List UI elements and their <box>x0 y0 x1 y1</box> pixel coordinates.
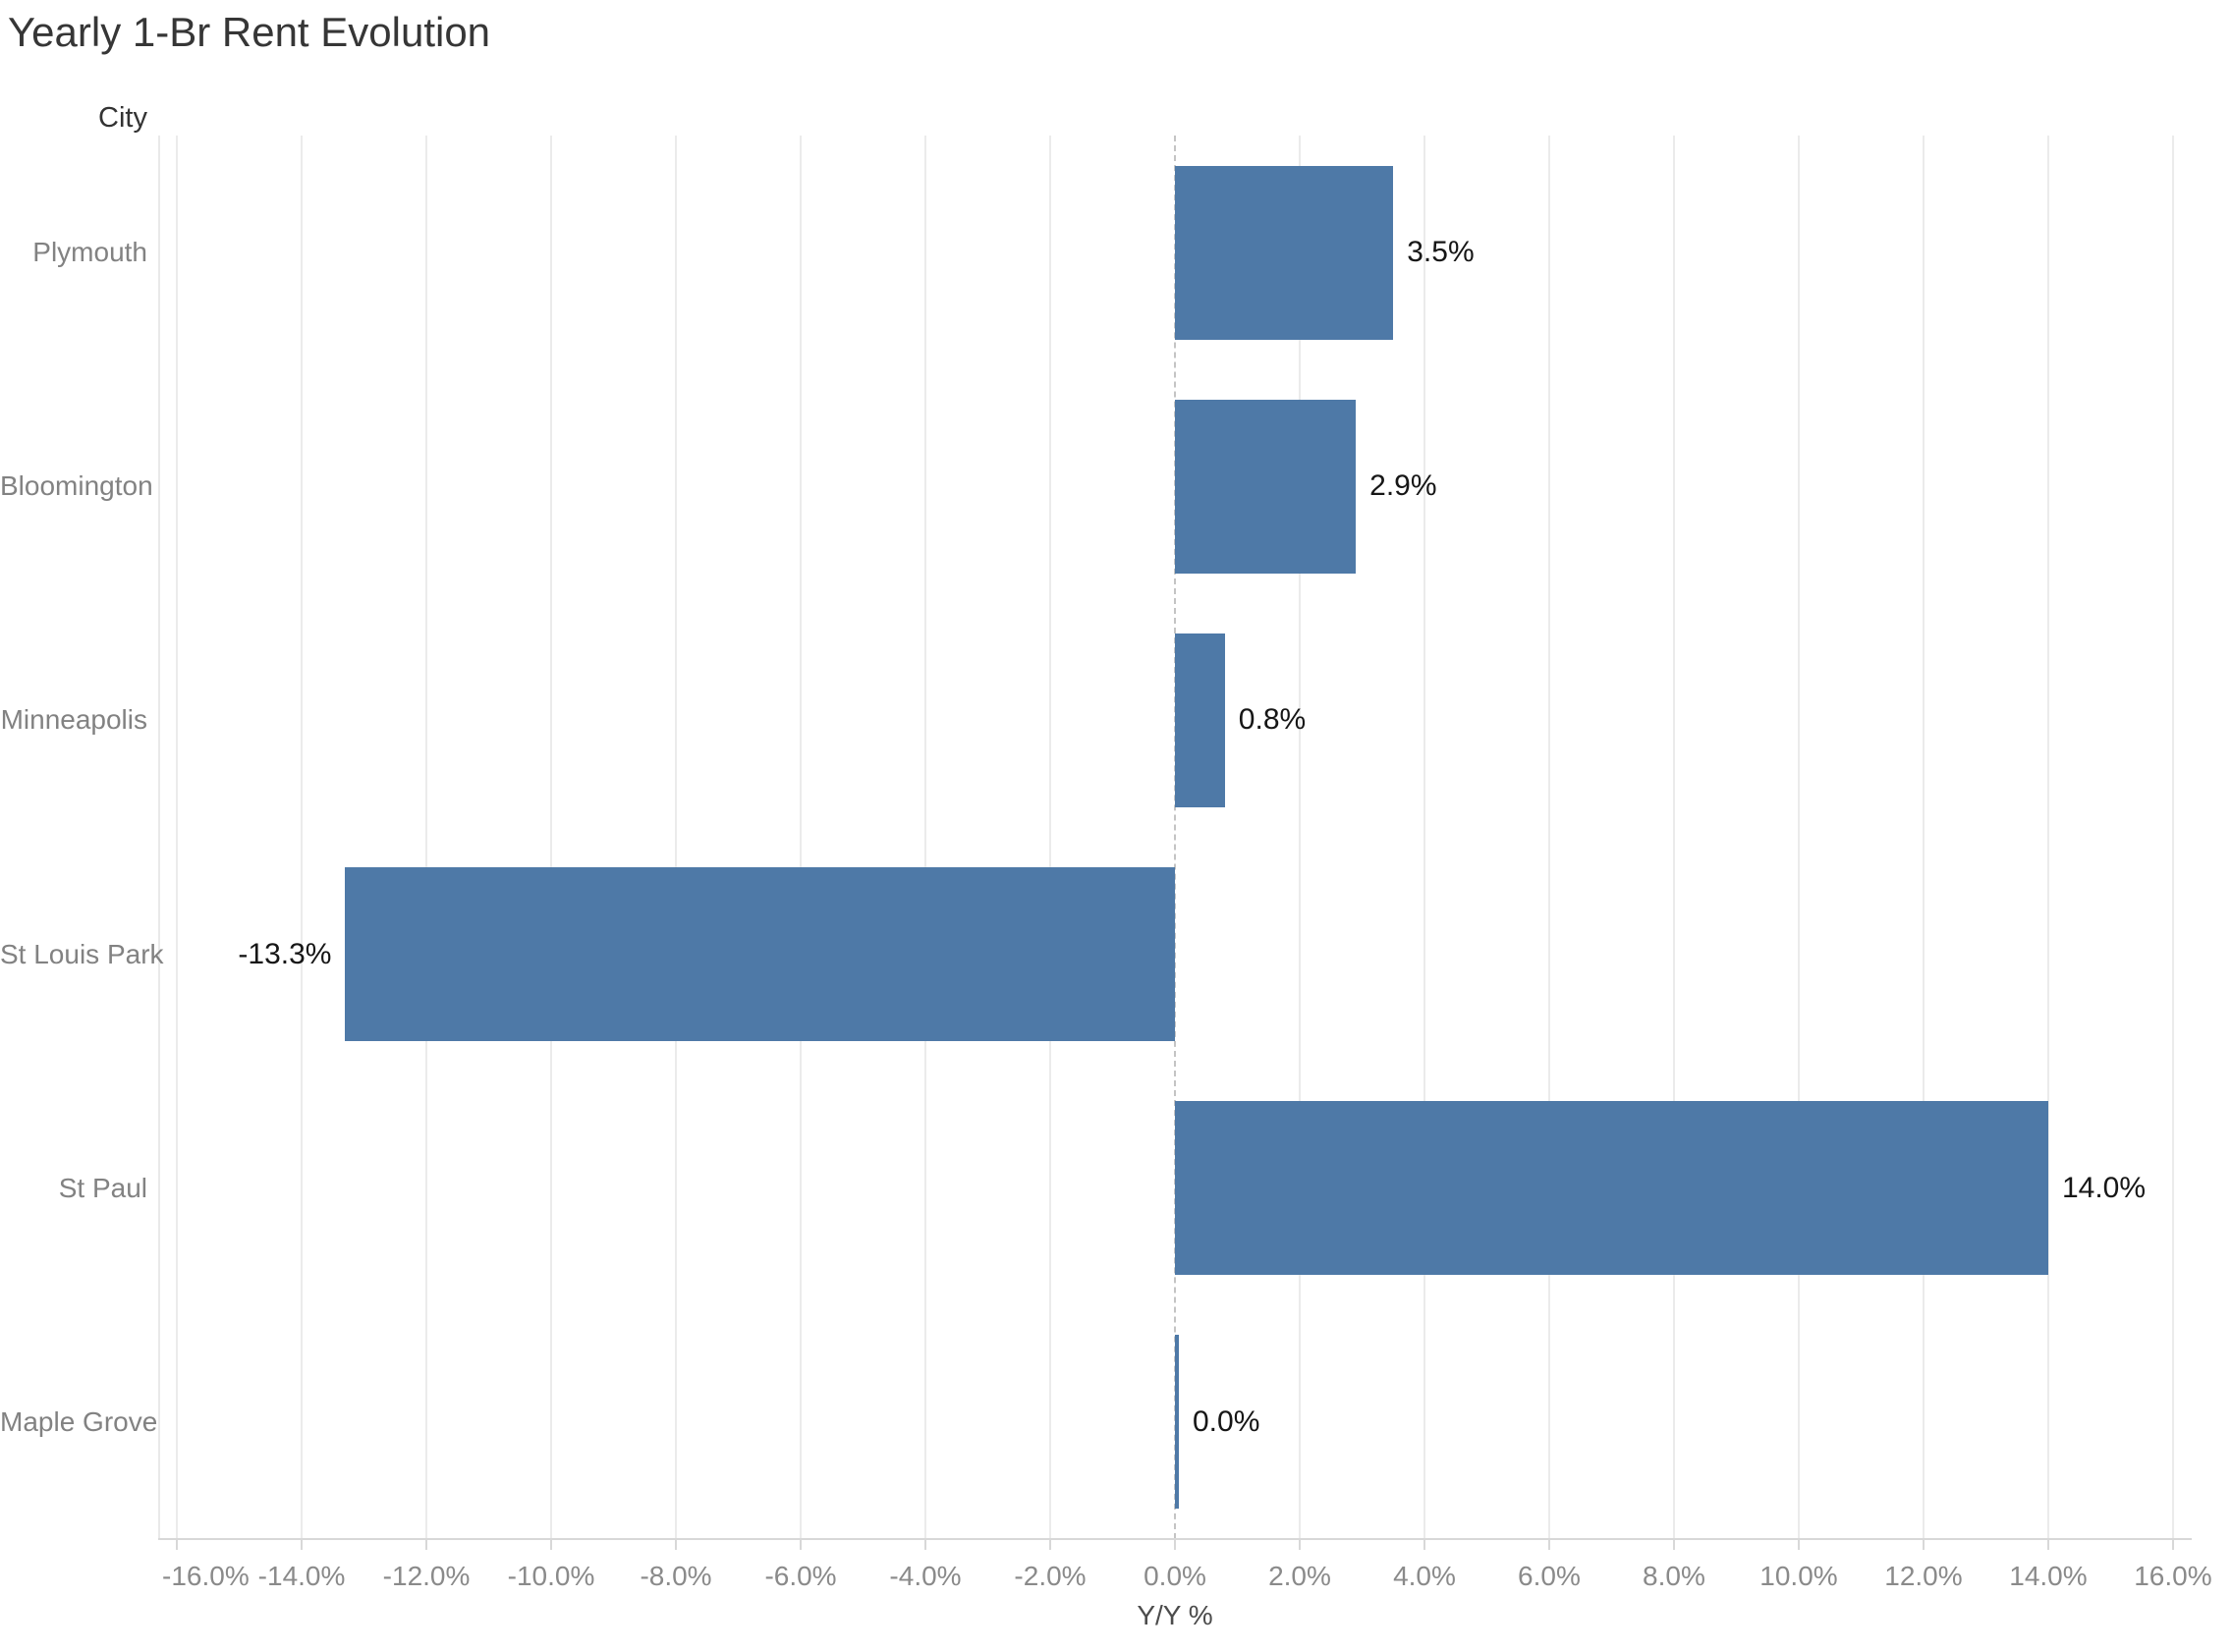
city-label-st-louis-park: St Louis Park <box>0 938 164 969</box>
gridline-10 <box>1797 136 1800 1539</box>
tick-mark-0 <box>1174 1540 1176 1550</box>
tick-mark--8 <box>675 1540 678 1550</box>
tick-mark-8 <box>1672 1540 1675 1550</box>
city-label-st-paul: St Paul <box>58 1172 147 1203</box>
column-header-city: City <box>98 102 147 134</box>
tick-mark-16 <box>2171 1540 2174 1550</box>
plot-pane <box>158 136 2192 1549</box>
gridline--2 <box>1049 136 1051 1539</box>
tick-mark-2 <box>1298 1540 1301 1550</box>
tick-mark--14 <box>301 1540 304 1550</box>
gridline-8 <box>1672 136 1675 1539</box>
tick-mark--16 <box>176 1540 179 1550</box>
x-axis-label: Y/Y % <box>1137 1600 1213 1630</box>
tick-mark--2 <box>1049 1540 1051 1550</box>
x-tick-label-16.0-: 16.0% <box>2134 1561 2212 1591</box>
value-label-st-louis-park: -13.3% <box>238 937 332 970</box>
value-label-plymouth: 3.5% <box>1407 236 1475 269</box>
x-tick-label--8.0-: -8.0% <box>640 1561 712 1591</box>
x-axis-line <box>158 1538 2192 1540</box>
x-tick-label-14.0-: 14.0% <box>2009 1561 2088 1591</box>
gridline--14 <box>301 136 304 1539</box>
gridline-14 <box>2046 136 2049 1539</box>
tick-mark-14 <box>2046 1540 2049 1550</box>
value-label-st-paul: 14.0% <box>2061 1171 2147 1204</box>
bar-bloomington[interactable] <box>1175 399 1357 574</box>
x-tick-label--10.0-: -10.0% <box>507 1561 595 1591</box>
gridline--8 <box>675 136 678 1539</box>
tick-mark--10 <box>550 1540 553 1550</box>
bar-st-louis-park[interactable] <box>345 867 1175 1042</box>
gridline--16 <box>176 136 179 1539</box>
tick-mark-12 <box>1922 1540 1925 1550</box>
city-label-maple-grove: Maple Grove <box>0 1405 158 1437</box>
gridline--10 <box>550 136 553 1539</box>
gridline-16 <box>2171 136 2174 1539</box>
tick-mark-4 <box>1423 1540 1425 1550</box>
city-label-minneapolis: Minneapolis <box>0 704 147 736</box>
city-label-bloomington: Bloomington <box>0 470 153 502</box>
gridline-2 <box>1298 136 1301 1539</box>
tick-mark-6 <box>1547 1540 1550 1550</box>
bar-minneapolis[interactable] <box>1175 633 1225 807</box>
bar-st-paul[interactable] <box>1175 1101 2048 1276</box>
bar-maple-grove[interactable] <box>1175 1335 1179 1510</box>
tick-mark--12 <box>425 1540 428 1550</box>
value-label-maple-grove: 0.0% <box>1193 1404 1260 1438</box>
gridline-6 <box>1547 136 1550 1539</box>
x-tick-label--14.0-: -14.0% <box>257 1561 346 1591</box>
gridline-12 <box>1922 136 1925 1539</box>
zero-line <box>1174 136 1176 1549</box>
x-tick-label-10.0-: 10.0% <box>1759 1561 1838 1591</box>
x-tick-label--16.0-: -16.0% <box>162 1561 250 1591</box>
x-tick-label--2.0-: -2.0% <box>1014 1561 1087 1591</box>
x-tick-label--12.0-: -12.0% <box>382 1561 471 1591</box>
gridline-4 <box>1423 136 1425 1539</box>
x-tick-label--4.0-: -4.0% <box>889 1561 962 1591</box>
chart-title: Yearly 1-Br Rent Evolution <box>8 9 491 55</box>
value-label-bloomington: 2.9% <box>1369 469 1437 503</box>
gridline--4 <box>924 136 926 1539</box>
gridline--12 <box>425 136 428 1539</box>
x-tick-label-6.0-: 6.0% <box>1518 1561 1581 1591</box>
x-tick-label-0.0-: 0.0% <box>1144 1561 1206 1591</box>
city-label-plymouth: Plymouth <box>32 237 147 268</box>
bar-plymouth[interactable] <box>1175 165 1394 340</box>
tick-mark--4 <box>924 1540 926 1550</box>
gridline--6 <box>800 136 803 1539</box>
x-tick-label-12.0-: 12.0% <box>1884 1561 1963 1591</box>
tick-mark-10 <box>1797 1540 1800 1550</box>
x-tick-label-8.0-: 8.0% <box>1643 1561 1705 1591</box>
pane-left-border <box>158 136 160 1539</box>
x-tick-label-4.0-: 4.0% <box>1393 1561 1456 1591</box>
x-tick-label-2.0-: 2.0% <box>1268 1561 1331 1591</box>
value-label-minneapolis: 0.8% <box>1238 703 1307 737</box>
tick-mark--6 <box>800 1540 803 1550</box>
x-tick-label--6.0-: -6.0% <box>764 1561 837 1591</box>
